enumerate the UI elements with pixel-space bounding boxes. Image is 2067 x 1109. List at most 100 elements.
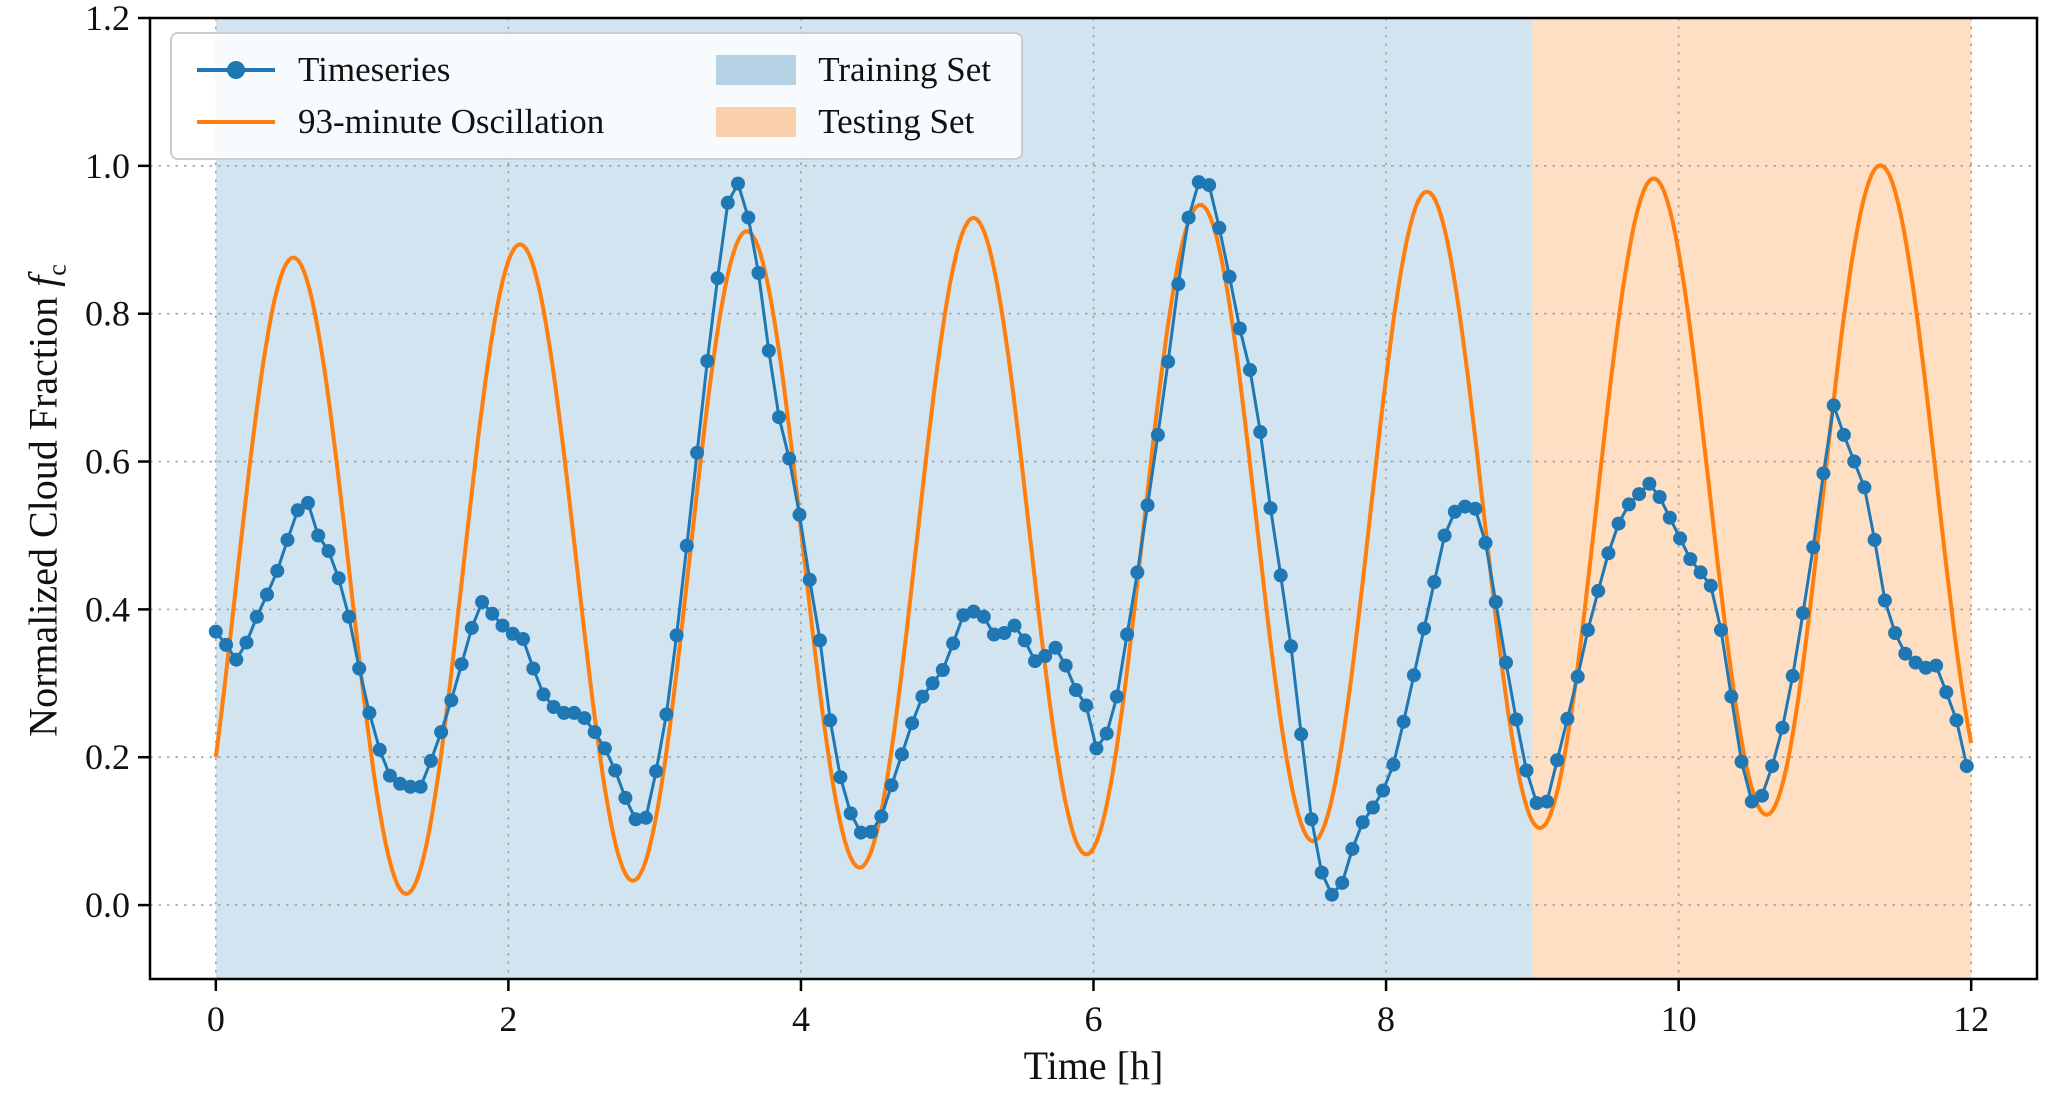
y-tick-label: 0.8 [85,294,130,334]
y-tick-label: 0.4 [85,589,130,629]
timeseries-marker [1150,427,1165,442]
timeseries-marker [1109,689,1124,704]
timeseries-marker [915,689,930,704]
timeseries-marker [1703,578,1718,593]
timeseries-marker [1386,757,1401,772]
timeseries-marker [1816,466,1831,481]
timeseries-marker [1540,794,1554,809]
timeseries-marker [1437,528,1452,543]
timeseries-marker [802,572,817,587]
timeseries-marker [1529,796,1544,811]
timeseries-marker [444,693,459,708]
timeseries-marker [260,587,274,602]
timeseries-marker [792,507,807,522]
timeseries-marker [1007,618,1022,633]
x-tick-label: 8 [1377,999,1395,1039]
x-tick-label: 0 [207,999,225,1039]
timeseries-marker [1232,321,1247,336]
timeseries-marker [1683,552,1698,567]
timeseries-marker [894,747,909,762]
timeseries-marker [1806,540,1821,555]
y-axis-label-subscript: c [42,264,72,276]
y-axis-label-variable: f [20,275,66,287]
oscillation-line-swatch [197,120,275,124]
timeseries-marker [1959,759,1974,774]
timeseries-marker [1580,623,1595,638]
timeseries-marker [1120,627,1135,642]
timeseries-marker [1253,425,1268,439]
timeseries-marker [1130,565,1145,580]
timeseries-marker [536,687,551,702]
y-tick-label: 0.0 [85,885,130,925]
timeseries-marker [464,620,479,635]
region-testing-set [1532,18,1972,979]
timeseries-marker [516,632,530,646]
timeseries-marker [1202,178,1217,193]
timeseries-marker [1642,476,1657,491]
testing-set-patch-swatch [716,107,797,137]
legend-item-testing-set: Testing Set [714,102,991,142]
timeseries-marker [1591,583,1606,598]
timeseries-marker [1611,516,1626,531]
timeseries-marker [946,636,961,651]
x-tick-label: 6 [1085,999,1103,1039]
timeseries-marker [1652,490,1667,504]
timeseries-marker [1048,640,1063,655]
timeseries-marker [1365,800,1380,815]
timeseries-marker [731,176,745,191]
timeseries-marker [833,770,848,785]
timeseries-marker [1079,698,1094,713]
timeseries-marker [1867,532,1882,547]
timeseries-marker [372,742,387,757]
timeseries-marker [454,657,469,672]
timeseries-marker [987,627,1001,642]
timeseries-marker [1243,362,1257,377]
timeseries-marker [1468,501,1483,516]
timeseries-marker [1877,593,1892,608]
timeseries-marker [1324,887,1339,902]
timeseries-marker [1724,689,1739,704]
timeseries-marker [1519,763,1534,778]
timeseries-marker [1836,427,1851,442]
timeseries-marker [710,271,725,286]
timeseries-marker [1406,668,1421,683]
timeseries-marker [1949,713,1964,728]
series-timeseries [208,175,1974,902]
timeseries-marker [1826,398,1841,413]
timeseries-marker [628,812,643,827]
timeseries-marker [1734,754,1749,769]
axis-ticks-and-labels: 0 2 4 6 8 10 12 0.0 0.2 0.4 0.6 0.8 1.0 1.2 [85,0,1989,1039]
timeseries-marker [249,609,264,624]
legend-label-training-set: Training Set [818,50,991,89]
timeseries-marker [1929,658,1944,673]
timeseries-marker [1775,720,1790,735]
timeseries-marker [526,661,541,676]
series-oscillation [213,163,1974,897]
timeseries-marker [1335,875,1350,890]
timeseries-marker [1417,621,1432,636]
timeseries-marker [280,532,295,547]
y-tick-label: 1.2 [85,0,130,38]
legend-label-timeseries: Timeseries [298,50,451,89]
timeseries-marker [1673,531,1688,546]
timeseries-marker [219,637,234,652]
timeseries-marker [352,661,367,676]
timeseries-marker [751,266,766,280]
y-axis-label-text: Normalized Cloud Fraction [20,286,66,737]
timeseries-marker [546,700,561,714]
timeseries-marker [905,716,920,731]
timeseries-marker [874,809,889,824]
timeseries-marker [1171,277,1186,292]
timeseries-marker [495,618,510,633]
timeseries-marker [362,705,377,720]
timeseries-marker [720,195,735,210]
timeseries-marker [1785,668,1800,683]
timeseries-marker [311,528,326,543]
y-tick-label: 1.0 [85,146,130,186]
timeseries-marker [1570,669,1585,684]
timeseries-marker [1796,606,1810,621]
timeseries-marker [1089,741,1104,756]
timeseries-marker [976,609,991,624]
timeseries-marker [290,503,305,518]
